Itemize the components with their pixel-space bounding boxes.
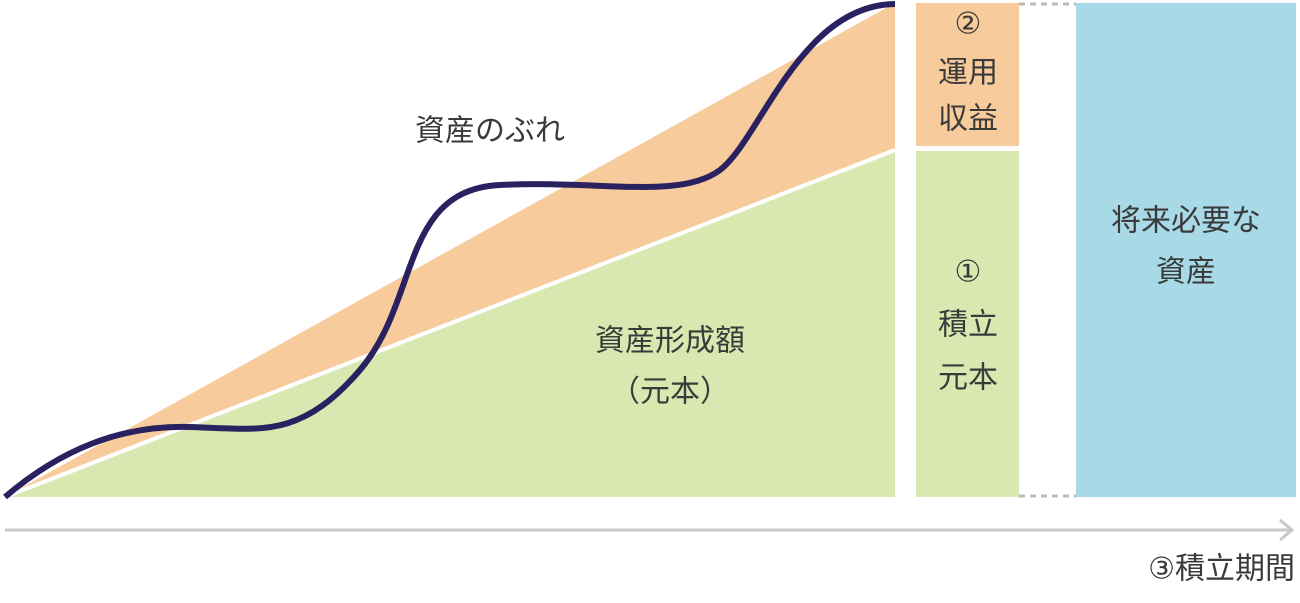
axis-arrow: [1279, 518, 1295, 542]
returns-area: [5, 3, 895, 497]
returns-box: [916, 3, 1019, 146]
area-label: （元本）: [610, 375, 730, 410]
returns-label: 運用: [938, 56, 998, 91]
future-label: 将来必要な: [1111, 204, 1261, 239]
curve-label: 資産のぶれ: [415, 114, 565, 149]
principal-label: ①: [955, 255, 982, 290]
asset-curve: [3, 1, 896, 500]
principal-label: 元本: [938, 361, 998, 396]
area-label: 資産形成額: [595, 324, 745, 359]
axis-label: ③積立期間: [1148, 552, 1295, 587]
returns-label: 収益: [938, 102, 998, 137]
principal-label: 積立: [938, 308, 998, 343]
future-box: [1076, 3, 1296, 497]
future-label: 資産: [1156, 255, 1216, 290]
divider-line: [4, 148, 896, 499]
principal-box: [916, 151, 1019, 497]
returns-label: ②: [955, 7, 982, 42]
